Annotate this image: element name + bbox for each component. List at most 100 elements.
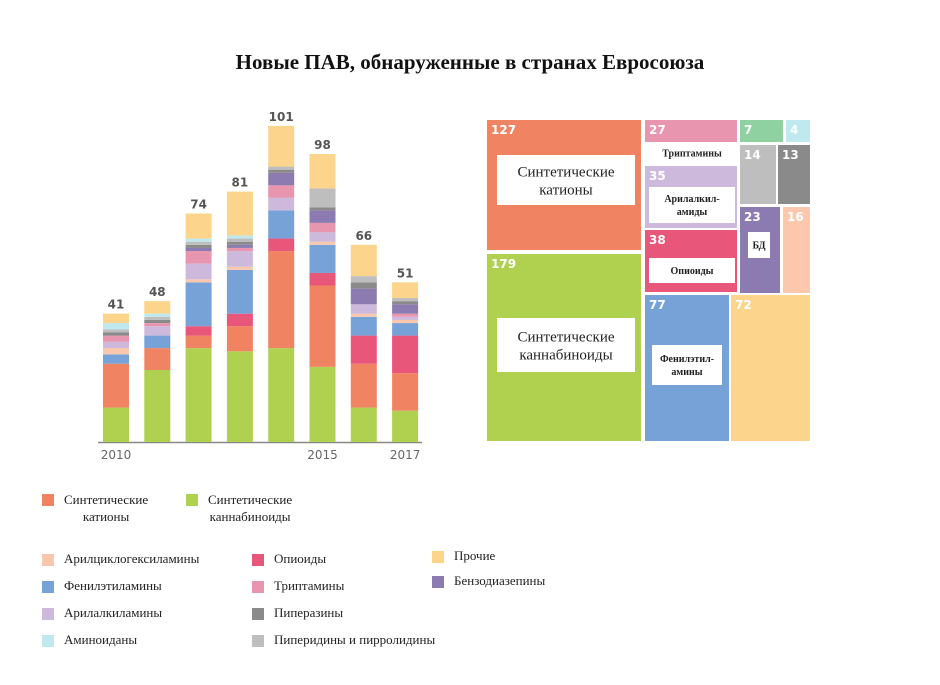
legend-label-benzodiazepines: Бензодиазепины: [454, 573, 546, 588]
bar-segment-piperazines-2015: [309, 207, 336, 211]
legend-swatch-opioids: [252, 554, 264, 566]
legend-label-line: каннабиноиды: [209, 509, 291, 524]
bar-segment-phenethylamines-2011: [144, 335, 171, 349]
treemap-label-phenethylamines: Фенилэтил-амины: [660, 354, 714, 378]
bar-segment-benzodiazepines-2016: [350, 288, 377, 305]
treemap-value-piperazines: 13: [782, 148, 799, 162]
bar-segment-other-2011: [144, 301, 171, 314]
bar-segment-opioids-2013: [226, 313, 253, 327]
bar-segment-phenethylamines-2017: [392, 323, 419, 336]
chart-title: Новые ПАВ, обнаруженные в странах Евросо…: [235, 50, 705, 74]
bar-segment-arylcyclohexylamines-2012: [185, 279, 212, 283]
bar-total-label-2011: 48: [149, 285, 166, 299]
treemap-value-other: 72: [735, 298, 752, 312]
bar-segment-tryptamines-2015: [309, 222, 336, 233]
bar-segment-other-2016: [350, 244, 377, 277]
treemap-tile-piperazines: [778, 145, 810, 204]
bar-segment-arylalkylamines-2016: [350, 304, 377, 314]
bar-segment-synthetic_cannabinoids-2014: [268, 348, 295, 442]
bar-segment-phenethylamines-2012: [185, 282, 212, 327]
treemap-label-box-arylalkylamines: [649, 187, 735, 223]
legend-label-line: Синтетические: [208, 492, 293, 507]
treemap-label-box-opioids: [649, 258, 735, 283]
bar-segment-piperazines-2010: [103, 332, 129, 336]
treemap-tile-tryptamines: [645, 120, 737, 142]
bar-segment-piperidines_pyrrolidines-2015: [309, 188, 336, 208]
bar-segment-tryptamines-2012: [185, 251, 212, 264]
legend-label-other: Прочие: [454, 548, 496, 563]
bar-segment-synthetic_cannabinoids-2015: [309, 366, 336, 442]
bar-segment-synthetic_cannabinoids-2013: [226, 351, 253, 442]
bar-segment-piperidines_pyrrolidines-2010: [103, 329, 129, 333]
legend-swatch-other: [432, 551, 444, 563]
bar-segment-tryptamines-2011: [144, 323, 171, 327]
bar-segment-other-2015: [309, 154, 336, 189]
bar-segment-synthetic_cathinones-2016: [350, 363, 377, 408]
legend-label-opioids: Опиоиды: [274, 551, 327, 566]
legend-label-piperidines_pyrrolidines: Пиперидины и пирролидины: [274, 632, 436, 647]
bar-segment-piperazines-2016: [350, 282, 377, 289]
bar-segment-opioids-2014: [268, 238, 295, 252]
treemap-tile-other: [731, 295, 810, 441]
bar-segment-benzodiazepines-2012: [185, 247, 212, 252]
bar-segment-arylalkylamines-2011: [144, 326, 171, 336]
treemap-label-box-tryptamines: [649, 144, 735, 162]
legend-swatch-tryptamines: [252, 581, 264, 593]
bar-segment-opioids-2012: [185, 326, 212, 336]
bar-segment-piperazines-2014: [268, 169, 295, 173]
bar-segment-benzodiazepines-2014: [268, 172, 295, 186]
bar-segment-piperidines_pyrrolidines-2013: [226, 238, 253, 242]
legend-swatch-arylcyclohexylamines: [42, 554, 54, 566]
bar-segment-benzodiazepines-2013: [226, 244, 253, 248]
legend-swatch-synthetic_cannabinoids: [186, 494, 198, 506]
bar-segment-arylalkylamines-2010: [103, 341, 129, 349]
bar-segment-piperazines-2013: [226, 241, 253, 245]
treemap-value-aminoindanes: 7: [744, 123, 752, 137]
treemap-label-synthetic_cathinones: Синтетические катионы: [517, 164, 614, 198]
bar-segment-synthetic_cathinones-2013: [226, 326, 253, 352]
bar-segment-opioids-2016: [350, 335, 377, 364]
treemap-value-aminoindanes_light: 4: [790, 123, 798, 137]
bar-segment-tryptamines-2013: [226, 247, 253, 252]
bar-segment-synthetic_cathinones-2011: [144, 348, 171, 371]
bar-segment-aminoindanes-2012: [185, 238, 212, 242]
legend-label-phenethylamines: Фенилэтиламины: [64, 578, 162, 593]
bar-segment-opioids-2017: [392, 335, 419, 374]
treemap-label-box-benzodiazepines: [748, 232, 770, 258]
legend-label-arylalkylamines: Арилалкиламины: [64, 605, 163, 620]
legend-label-synthetic_cathinones: Синтетические катионы: [64, 491, 148, 525]
legend-label-line: Синтетические: [64, 492, 149, 507]
bar-total-label-2016: 66: [355, 229, 372, 243]
bar-segment-other-2014: [268, 125, 295, 167]
bar-segment-piperazines-2017: [392, 301, 419, 305]
bar-segment-piperidines_pyrrolidines-2017: [392, 298, 419, 302]
stacked-bar-chart: 41 2010 48 74 81 101 98 2015 66 51 2017: [98, 110, 422, 462]
bar-segment-aminoindanes-2010: [103, 323, 129, 330]
bar-total-label-2012: 74: [190, 198, 207, 212]
legend-swatch-piperidines_pyrrolidines: [252, 635, 264, 647]
legend-swatch-benzodiazepines: [432, 576, 444, 588]
bar-segment-arylalkylamines-2013: [226, 251, 253, 267]
bar-segment-synthetic_cathinones-2012: [185, 335, 212, 349]
bar-segment-tryptamines-2014: [268, 185, 295, 198]
x-tick-label-2017: 2017: [390, 448, 421, 462]
legend-label-aminoindanes: Аминоиданы: [64, 632, 138, 647]
treemap-value-piperidines_pyrrolidines: 14: [744, 148, 761, 162]
bar-segment-phenethylamines-2014: [268, 210, 295, 239]
bar-segment-synthetic_cannabinoids-2012: [185, 348, 212, 442]
legend-swatch-phenethylamines: [42, 581, 54, 593]
treemap-label-box-synthetic_cannabinoids: [497, 318, 635, 372]
legend-swatch-synthetic_cathinones: [42, 494, 54, 506]
bar-total-label-2013: 81: [232, 176, 249, 190]
bar-segment-arylcyclohexylamines-2013: [226, 266, 253, 270]
treemap-chart: 127 Синтетические катионы 179 Синтетические к…: [487, 120, 810, 441]
bar-segment-arylalkylamines-2012: [185, 263, 212, 280]
bar-segment-arylalkylamines-2015: [309, 232, 336, 242]
bar-segment-synthetic_cannabinoids-2017: [392, 410, 419, 442]
treemap-tile-aminoindanes_light: [786, 120, 810, 142]
bar-segment-piperazines-2011: [144, 319, 171, 324]
bar-segment-piperidines_pyrrolidines-2011: [144, 316, 171, 320]
bar-segment-arylcyclohexylamines-2017: [392, 319, 419, 324]
legend-swatch-aminoindanes: [42, 635, 54, 647]
bar-segment-arylcyclohexylamines-2010: [103, 348, 129, 355]
